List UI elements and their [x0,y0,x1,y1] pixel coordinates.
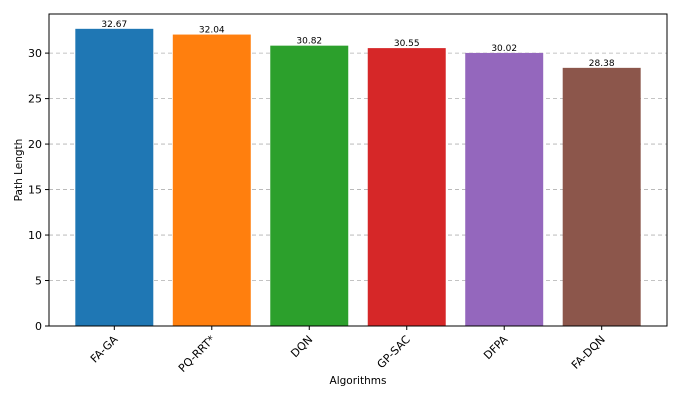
y-axis-title: Path Length [13,139,25,202]
x-axis: FA-GA PQ-RRT* DQN GP-SAC DFPA FA-DQN [88,326,608,375]
bars [75,28,641,327]
bar [270,45,349,326]
x-axis-title: Algorithms [330,375,387,387]
x-tick-label: GP-SAC [375,333,413,371]
bar [172,34,251,326]
bar [367,48,446,327]
x-tick-label: FA-GA [88,333,121,366]
y-tick-label: 10 [28,229,42,242]
x-tick-label: PQ-RRT* [176,333,218,375]
bar-value-label: 32.67 [101,20,127,30]
bar [562,67,641,327]
x-tick-label: DQN [288,333,315,360]
x-tick-label: FA-DQN [569,333,608,372]
plot-frame [48,13,668,327]
y-tick-label: 0 [35,320,42,333]
y-tick-label: 30 [28,47,42,60]
y-tick-label: 5 [35,275,42,288]
bar-value-label: 28.38 [589,59,615,69]
bar-value-label: 30.02 [491,44,517,54]
y-axis: 0 5 10 15 20 25 30 [28,47,49,333]
y-tick-label: 20 [28,138,42,151]
bar-value-label: 30.82 [296,37,322,47]
y-tick-label: 15 [28,184,42,197]
bar-value-label: 32.04 [199,26,225,36]
bar [75,28,154,327]
data-labels: 32.67 32.04 30.82 30.55 30.02 28.38 [101,20,614,69]
bar [465,52,544,327]
bar-value-label: 30.55 [394,39,420,49]
x-tick-label: DFPA [481,333,511,363]
y-tick-label: 25 [28,93,42,106]
